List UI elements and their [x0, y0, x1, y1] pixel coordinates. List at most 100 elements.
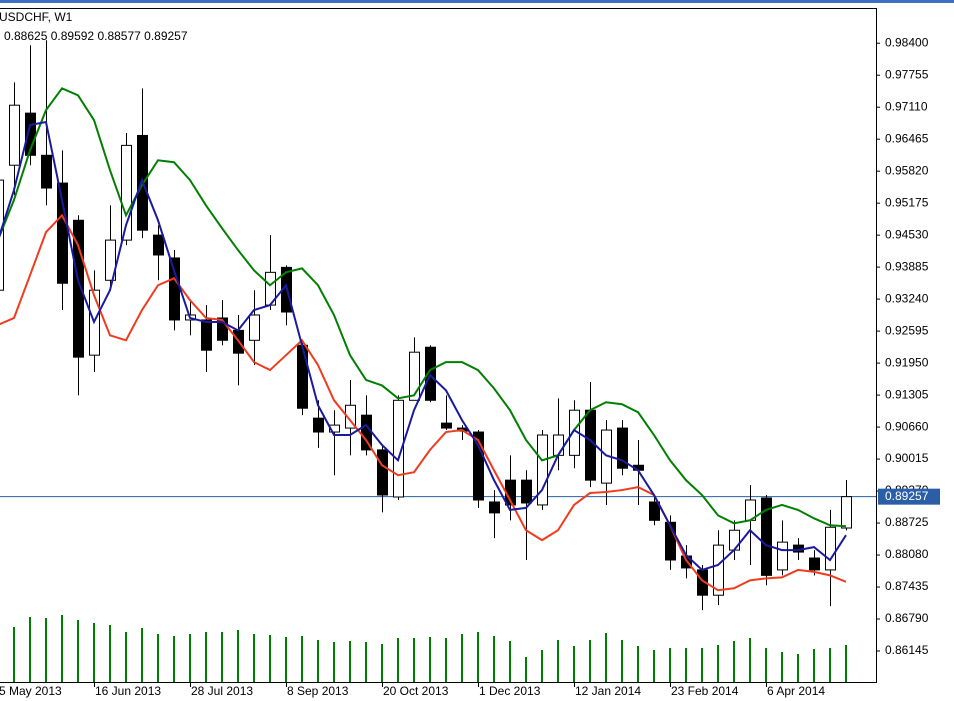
y-tick-label: 0.86145	[885, 643, 929, 657]
volume-bar	[45, 618, 47, 682]
candle-body	[521, 479, 532, 504]
x-tick-label: 6 Apr 2014	[767, 684, 825, 698]
indicator-line	[0, 120, 847, 572]
plot-area	[0, 40, 876, 682]
chart-title: USDCHF, W1	[0, 10, 73, 24]
volume-bar	[493, 636, 495, 682]
y-tick-label: 0.97755	[885, 67, 929, 81]
volume-bar	[765, 648, 767, 682]
volume-bar	[749, 638, 751, 682]
volume-bar	[477, 632, 479, 682]
volume-bar	[381, 644, 383, 682]
y-tick-label: 0.91305	[885, 387, 929, 401]
candle-body	[9, 104, 20, 166]
candle-body	[57, 182, 68, 284]
volume-bar	[285, 637, 287, 682]
y-tick-label: 0.94530	[885, 227, 929, 241]
x-tick-label: 5 May 2013	[0, 684, 62, 698]
y-tick-label: 0.87435	[885, 579, 929, 593]
y-tick-label: 0.95820	[885, 163, 929, 177]
volume-bar	[333, 642, 335, 682]
candle-body	[105, 239, 116, 281]
candle-body	[761, 497, 772, 576]
y-tick-label: 0.97110	[885, 99, 928, 113]
volume-bar	[29, 617, 31, 682]
candle-body	[377, 449, 388, 496]
candle-body	[345, 404, 356, 429]
y-tick-label: 0.95175	[885, 195, 929, 209]
y-tick-label: 0.88080	[885, 547, 929, 561]
candle-body	[473, 431, 484, 501]
volume-bar	[317, 640, 319, 682]
x-tick-label: 23 Feb 2014	[671, 684, 739, 698]
volume-bar	[205, 632, 207, 682]
volume-bar	[717, 645, 719, 682]
candle-body	[841, 496, 852, 529]
candle-body	[665, 521, 676, 561]
candle-body	[537, 434, 548, 506]
candle-body	[617, 427, 628, 469]
candle-body	[313, 417, 324, 433]
candle-body	[441, 422, 452, 429]
y-tick-label: 0.92595	[885, 323, 929, 337]
volume-bar	[813, 649, 815, 682]
x-tick-label: 1 Dec 2013	[479, 684, 541, 698]
candle-body	[169, 257, 180, 321]
y-tick-label: 0.88725	[885, 515, 929, 529]
volume-bar	[349, 641, 351, 682]
volume-bar	[365, 642, 367, 682]
top-bar	[0, 0, 954, 3]
volume-bar	[701, 648, 703, 682]
price-label-box	[878, 488, 940, 505]
volume-bar	[301, 636, 303, 682]
y-tick-label: 0.90660	[885, 419, 929, 433]
volume-bar	[157, 634, 159, 682]
volume-bar	[781, 652, 783, 682]
candle-body	[73, 219, 84, 358]
candle-body	[729, 529, 740, 551]
y-tick-label: 0.91950	[885, 355, 929, 369]
candle-body	[713, 544, 724, 596]
candle-body	[217, 317, 228, 341]
volume-bar	[621, 640, 623, 682]
volume-bar	[541, 650, 543, 682]
candle-body	[489, 501, 500, 514]
x-tick-label: 28 Jul 2013	[191, 684, 253, 698]
volume-bar	[669, 648, 671, 682]
candle-body	[121, 144, 132, 241]
price-label: 0.89257	[885, 489, 929, 503]
candle-body	[297, 344, 308, 409]
ohlc-value: 0.88625	[4, 29, 51, 43]
indicator-line	[0, 213, 847, 592]
candle-body	[393, 399, 404, 498]
x-tick-label: 12 Jan 2014	[575, 684, 641, 698]
candle-body	[553, 434, 564, 456]
volume-bar	[77, 620, 79, 682]
volume-bar	[557, 640, 559, 682]
volume-bar	[637, 646, 639, 682]
y-tick-label: 0.93240	[885, 291, 929, 305]
candle-body	[409, 351, 420, 401]
volume-bar	[509, 641, 511, 682]
candle-body	[825, 526, 836, 571]
volume-bar	[173, 636, 175, 682]
volume-bar	[653, 650, 655, 682]
volume-bar	[589, 640, 591, 682]
volume-bar	[237, 630, 239, 682]
candle-body	[777, 541, 788, 571]
ohlc-value: 0.88577	[97, 29, 144, 43]
volume-bar	[445, 638, 447, 682]
volume-bar	[829, 648, 831, 682]
volume-bar	[93, 623, 95, 682]
candle-body	[425, 346, 436, 401]
ohlc-value: 0.89592	[51, 29, 98, 43]
volume-bar	[141, 628, 143, 682]
ohlc-value: 0.89257	[144, 29, 188, 43]
volume-bar	[573, 646, 575, 682]
volume-bar	[61, 615, 63, 682]
volume-bar	[525, 657, 527, 682]
y-tick-label: 0.96465	[885, 131, 929, 145]
